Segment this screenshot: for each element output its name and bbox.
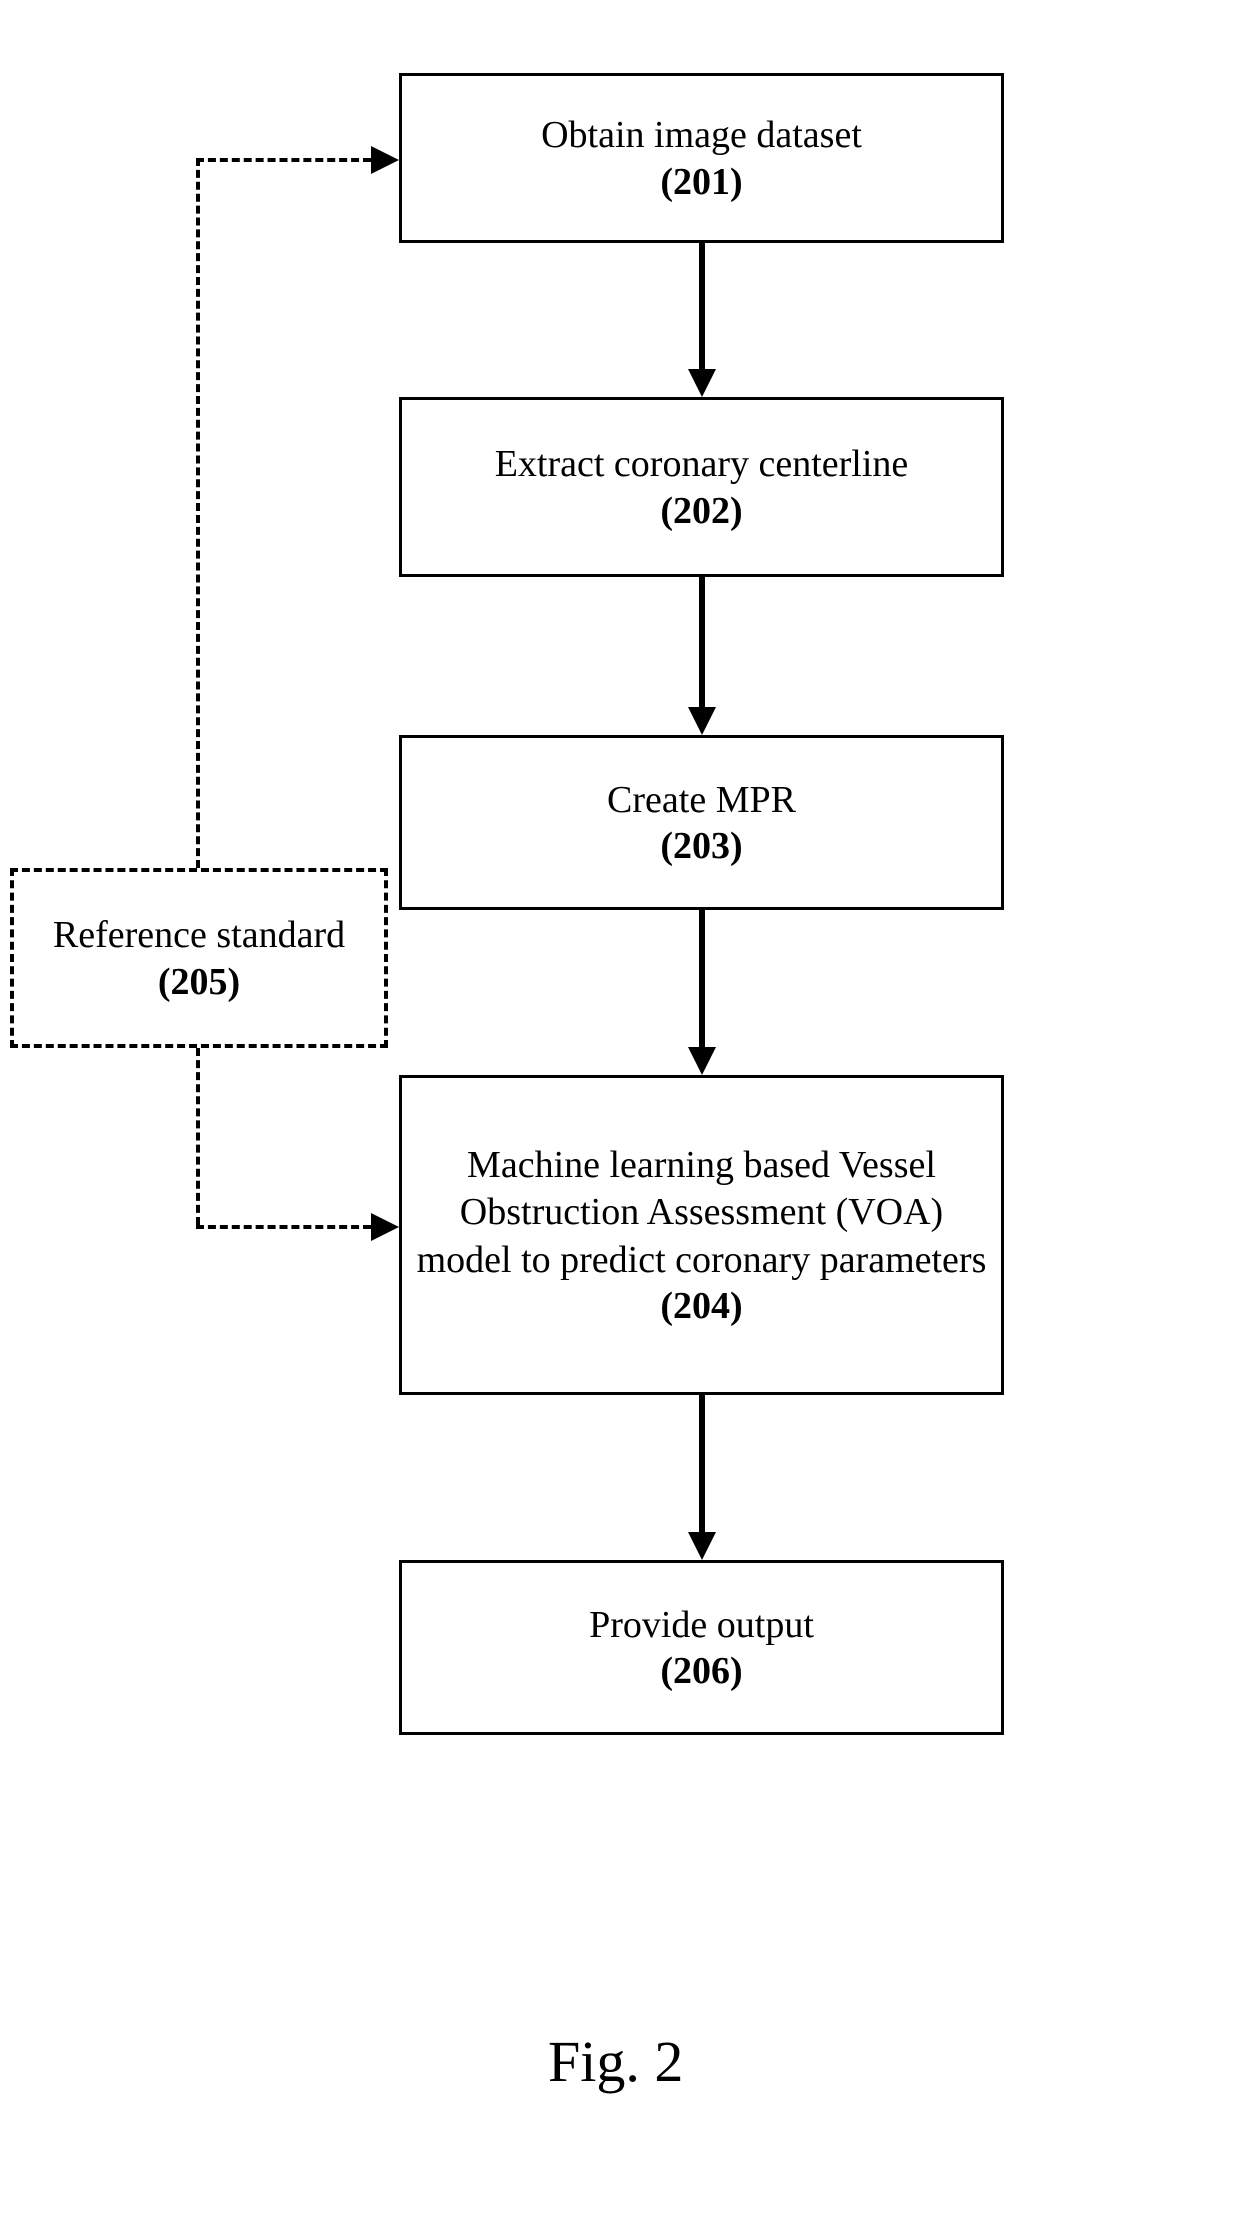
flowchart-node-n205: Reference standard(205) — [10, 868, 388, 1048]
node-label: Reference standard — [43, 912, 355, 960]
node-number: (205) — [158, 960, 240, 1004]
arrow-head-icon — [371, 146, 399, 174]
arrow-shaft — [699, 243, 705, 371]
node-number: (202) — [660, 489, 742, 533]
flowchart-node-n204: Machine learning based Vessel Obstructio… — [399, 1075, 1004, 1395]
node-label: Provide output — [579, 1602, 824, 1650]
arrow-head-icon — [688, 707, 716, 735]
node-number: (204) — [660, 1284, 742, 1328]
node-number: (203) — [660, 824, 742, 868]
arrow-head-icon — [688, 369, 716, 397]
node-number: (201) — [660, 160, 742, 204]
dashed-connector-up — [196, 158, 200, 868]
node-label: Obtain image dataset — [531, 112, 872, 160]
dashed-connector-to-204 — [196, 1225, 371, 1229]
dashed-connector-down — [196, 1048, 200, 1225]
dashed-connector-to-201 — [196, 158, 371, 162]
figure-caption: Fig. 2 — [548, 2028, 683, 2095]
node-number: (206) — [660, 1649, 742, 1693]
node-label: Create MPR — [597, 777, 806, 825]
flowchart-node-n203: Create MPR(203) — [399, 735, 1004, 910]
arrow-shaft — [699, 1395, 705, 1534]
arrow-shaft — [699, 577, 705, 709]
flowchart-node-n206: Provide output(206) — [399, 1560, 1004, 1735]
flowchart-node-n201: Obtain image dataset(201) — [399, 73, 1004, 243]
arrow-head-icon — [688, 1047, 716, 1075]
arrow-shaft — [699, 910, 705, 1049]
node-label: Machine learning based Vessel Obstructio… — [402, 1142, 1001, 1285]
arrow-head-icon — [371, 1213, 399, 1241]
flowchart-container: Obtain image dataset(201) Extract coronar… — [0, 0, 1240, 2218]
node-label: Extract coronary centerline — [485, 441, 919, 489]
flowchart-node-n202: Extract coronary centerline(202) — [399, 397, 1004, 577]
arrow-head-icon — [688, 1532, 716, 1560]
